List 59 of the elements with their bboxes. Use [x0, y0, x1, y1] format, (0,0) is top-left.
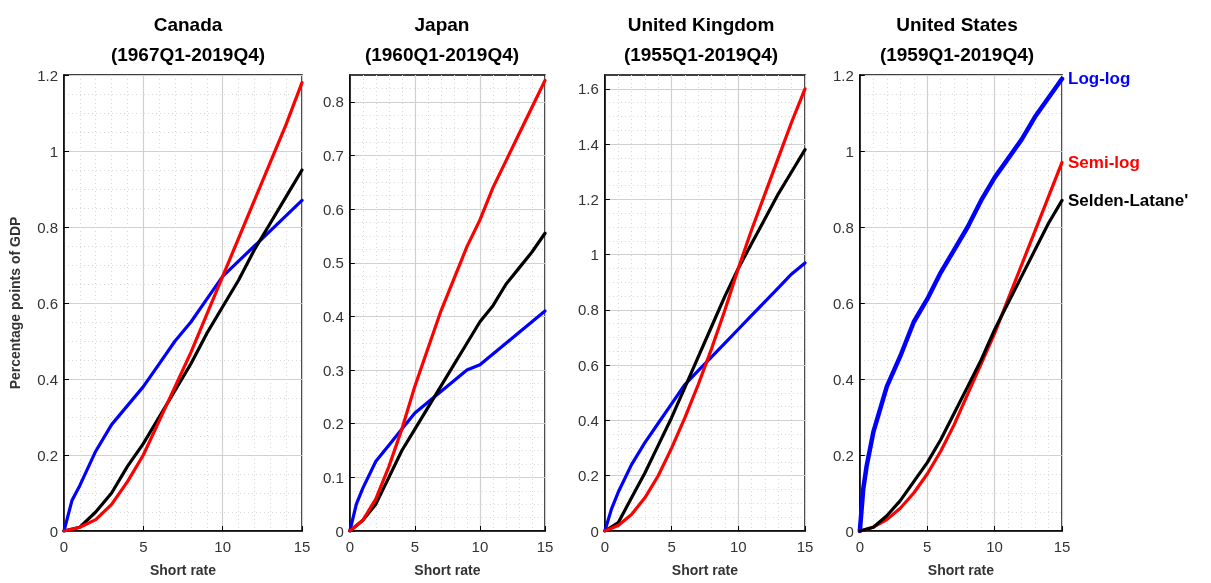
chart-title: United Kingdom (1955Q1-2019Q4) — [623, 13, 779, 65]
chart-title: United States (1959Q1-2019Q4) — [879, 13, 1035, 65]
y-tick-label: 0 — [590, 522, 599, 540]
y-tick-label: 0.2 — [832, 446, 854, 464]
y-tick-label: 0.8 — [322, 93, 344, 111]
y-tick-label: 1.6 — [577, 80, 599, 98]
y-tick-label: 0 — [49, 522, 58, 540]
y-tick-label: 0.6 — [37, 294, 58, 312]
y-tick-label: 1.2 — [577, 190, 599, 208]
x-tick-label: 5 — [410, 538, 420, 555]
x-tick-label: 5 — [139, 538, 148, 555]
x-tick-label: 15 — [796, 538, 814, 555]
y-tick-label: 0.1 — [322, 468, 344, 486]
x-tick-label: 10 — [729, 538, 747, 555]
series-label: Semi-log — [1068, 152, 1140, 172]
y-tick-label: 1.2 — [37, 66, 58, 84]
y-tick-label: 0.6 — [322, 200, 344, 218]
x-axis-title: Short rate — [414, 562, 481, 578]
x-tick-label: 15 — [1053, 538, 1071, 555]
y-tick-label: 0.8 — [37, 218, 58, 236]
y-tick-label: 0.5 — [322, 254, 344, 272]
chart-title: Canada (1967Q1-2019Q4) — [110, 13, 266, 65]
y-tick-label: 1.2 — [832, 66, 854, 84]
y-tick-label: 1 — [49, 142, 58, 160]
x-tick-label: 5 — [667, 538, 676, 555]
x-axis-title: Short rate — [671, 562, 739, 578]
series-label: Selden-Latane' — [1068, 190, 1189, 210]
x-tick-label: 10 — [471, 538, 489, 555]
y-tick-label: 0.8 — [577, 301, 599, 319]
y-tick-label: 0.7 — [322, 146, 344, 164]
y-tick-label: 0.8 — [832, 218, 854, 236]
line-series — [857, 76, 1065, 534]
y-tick-label: 0.4 — [577, 411, 599, 429]
y-tick-label: 0.4 — [322, 307, 344, 325]
chart-title: Japan (1960Q1-2019Q4) — [364, 13, 520, 65]
y-tick-label: 0 — [845, 522, 854, 540]
y-tick-label: 1 — [845, 142, 854, 160]
x-tick-label: 10 — [214, 538, 232, 555]
y-tick-label: 0.2 — [37, 446, 58, 464]
x-tick-label: 10 — [986, 538, 1003, 555]
y-axis-title: Percentage points of GDP — [7, 216, 23, 390]
line-series — [348, 78, 547, 533]
y-tick-label: 0.4 — [832, 370, 854, 388]
y-tick-label: 0 — [335, 522, 344, 540]
x-axis-title: Short rate — [927, 562, 995, 578]
y-tick-label: 0.4 — [37, 370, 58, 388]
series-label: Log-log — [1068, 69, 1131, 89]
x-tick-label: 15 — [293, 538, 311, 555]
y-tick-label: 1.4 — [577, 135, 599, 153]
y-tick-label: 0.2 — [577, 467, 599, 485]
y-tick-label: 0.6 — [577, 356, 599, 374]
y-tick-label: 0.2 — [322, 415, 344, 433]
x-tick-label: 0 — [345, 538, 355, 555]
x-tick-label: 15 — [536, 538, 554, 555]
x-axis-title: Short rate — [149, 562, 217, 578]
y-tick-label: 1 — [590, 246, 599, 264]
y-tick-label: 0.3 — [322, 361, 344, 379]
y-tick-label: 0.6 — [832, 294, 854, 312]
x-tick-label: 5 — [923, 538, 932, 555]
